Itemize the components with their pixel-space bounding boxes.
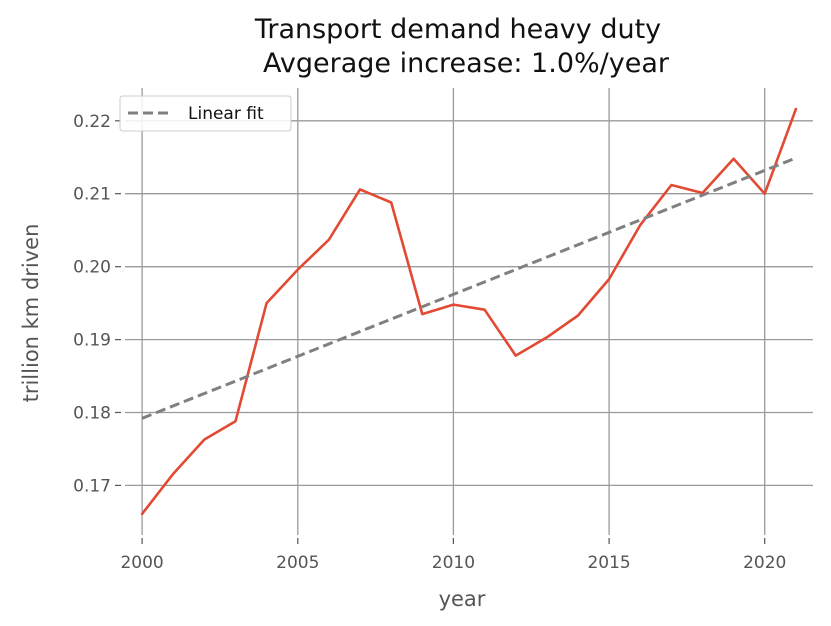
y-tick-label: 0.17 — [73, 476, 111, 496]
x-tick-label: 2000 — [120, 553, 163, 573]
y-tick-label: 0.20 — [73, 258, 111, 278]
y-tick-label: 0.18 — [73, 404, 111, 424]
plot-series — [140, 107, 798, 516]
y-tick-label: 0.21 — [73, 185, 111, 205]
legend: Linear fit — [119, 95, 292, 132]
legend-linear-fit-label: Linear fit — [188, 104, 264, 124]
x-tick-label: 2015 — [587, 553, 630, 573]
y-tick-label: 0.22 — [73, 112, 111, 132]
y-tick-label: 0.19 — [73, 331, 111, 351]
chart-title-line2: Avgerage increase: 1.0%/year — [263, 48, 670, 79]
axis-ticks: 2000 2005 2010 2015 2020 0.17 0.18 0.19 0.20 0.21… — [73, 112, 786, 573]
grid-lines — [125, 88, 813, 535]
y-axis-label: trillion km driven — [19, 224, 43, 403]
transport-demand-line — [140, 107, 798, 516]
chart-title-line1: Transport demand heavy duty — [254, 14, 661, 45]
x-tick-label: 2010 — [432, 553, 475, 573]
x-tick-label: 2020 — [743, 553, 786, 573]
x-tick-label: 2005 — [276, 553, 319, 573]
x-axis-label: year — [439, 587, 486, 611]
legend-box — [119, 95, 292, 132]
linear-fit-line — [141, 156, 797, 420]
